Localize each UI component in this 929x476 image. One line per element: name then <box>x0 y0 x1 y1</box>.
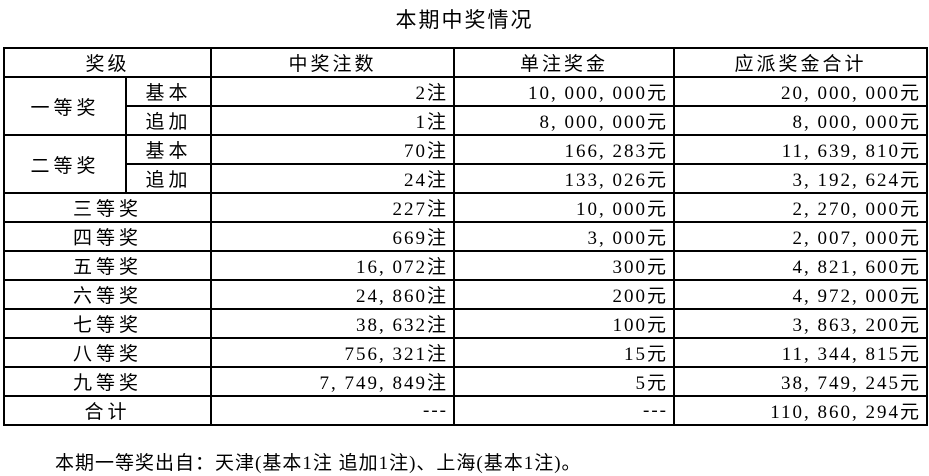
prize-level-cell: 八等奖 <box>2 337 213 368</box>
prize-level-cell: 四等奖 <box>2 221 213 252</box>
col-header-single-prize: 单注奖金 <box>453 47 676 78</box>
total-prize-cell: 38, 749, 245元 <box>673 366 929 397</box>
prize-level-cell: 九等奖 <box>2 366 213 397</box>
single-prize-cell: 8, 000, 000元 <box>453 105 676 136</box>
prize-level-cell: 七等奖 <box>2 308 213 339</box>
total-prize-cell: 2, 270, 000元 <box>673 192 929 223</box>
prize-level-cell: 一等奖 <box>3 76 127 136</box>
table-row-third-prize: 三等奖 227注 10, 000元 2, 270, 000元 <box>2 192 929 223</box>
single-prize-cell: 3, 000元 <box>453 221 676 252</box>
table-row-total: 合计 --- --- 110, 860, 294元 <box>2 395 929 426</box>
bets-count-cell: 1注 <box>210 105 456 136</box>
total-prize-cell: 11, 344, 815元 <box>673 337 929 368</box>
table-row-ninth-prize: 九等奖 7, 749, 849注 5元 38, 749, 245元 <box>2 366 929 397</box>
total-prize-cell: 2, 007, 000元 <box>673 221 929 252</box>
prize-subtype-cell: 基本 <box>124 134 213 165</box>
bets-count-cell: 24, 860注 <box>210 279 456 310</box>
single-prize-cell: 10, 000, 000元 <box>453 76 676 107</box>
table-row-second-prize-additional: 追加 24注 133, 026元 3, 192, 624元 <box>4 163 929 194</box>
bets-count-cell: --- <box>210 395 456 426</box>
total-prize-cell: 3, 863, 200元 <box>673 308 929 339</box>
total-prize-cell: 8, 000, 000元 <box>673 105 929 136</box>
prize-table: 奖级 中奖注数 单注奖金 应派奖金合计 一等奖 基本 2注 10, 000, 0… <box>2 47 929 426</box>
prize-subtype-cell: 追加 <box>124 163 213 194</box>
table-row-eighth-prize: 八等奖 756, 321注 15元 11, 344, 815元 <box>2 337 929 368</box>
single-prize-cell: 100元 <box>453 308 676 339</box>
bets-count-cell: 7, 749, 849注 <box>210 366 456 397</box>
single-prize-cell: 5元 <box>453 366 676 397</box>
prize-level-cell: 六等奖 <box>2 279 213 310</box>
col-header-total-prize: 应派奖金合计 <box>673 47 929 78</box>
bets-count-cell: 70注 <box>210 134 456 165</box>
prize-level-cell: 五等奖 <box>2 250 213 281</box>
bets-count-cell: 669注 <box>210 221 456 252</box>
total-prize-cell: 110, 860, 294元 <box>673 395 929 426</box>
table-row-fifth-prize: 五等奖 16, 072注 300元 4, 821, 600元 <box>2 250 929 281</box>
table-row-second-prize-basic: 二等奖 基本 70注 166, 283元 11, 639, 810元 <box>3 134 929 194</box>
table-header-row: 奖级 中奖注数 单注奖金 应派奖金合计 <box>2 47 929 78</box>
table-row-seventh-prize: 七等奖 38, 632注 100元 3, 863, 200元 <box>2 308 929 339</box>
total-prize-cell: 20, 000, 000元 <box>673 76 929 107</box>
table-row-fourth-prize: 四等奖 669注 3, 000元 2, 007, 000元 <box>2 221 929 252</box>
total-prize-cell: 4, 972, 000元 <box>673 279 929 310</box>
single-prize-cell: 166, 283元 <box>453 134 676 165</box>
table-row-sixth-prize: 六等奖 24, 860注 200元 4, 972, 000元 <box>2 279 929 310</box>
page-title: 本期中奖情况 <box>395 8 534 32</box>
table-row-first-prize-additional: 追加 1注 8, 000, 000元 8, 000, 000元 <box>4 105 929 136</box>
single-prize-cell: 10, 000元 <box>453 192 676 223</box>
prize-subtype-cell: 追加 <box>124 105 213 136</box>
single-prize-cell: 15元 <box>453 337 676 368</box>
bets-count-cell: 16, 072注 <box>210 250 456 281</box>
single-prize-cell: --- <box>453 395 676 426</box>
total-prize-cell: 11, 639, 810元 <box>673 134 929 165</box>
total-prize-cell: 4, 821, 600元 <box>673 250 929 281</box>
single-prize-cell: 200元 <box>453 279 676 310</box>
table-row-first-prize-basic: 一等奖 基本 2注 10, 000, 000元 20, 000, 000元 <box>3 76 929 136</box>
col-header-winning-bets: 中奖注数 <box>210 47 456 78</box>
single-prize-cell: 300元 <box>453 250 676 281</box>
prize-subtype-cell: 基本 <box>124 76 213 107</box>
bets-count-cell: 38, 632注 <box>210 308 456 339</box>
footer-note: 本期一等奖出自：天津(基本1注 追加1注)、上海(基本1注)。 <box>55 453 582 474</box>
bets-count-cell: 24注 <box>210 163 456 194</box>
prize-level-cell: 合计 <box>2 395 213 426</box>
prize-level-cell: 二等奖 <box>3 134 127 194</box>
bets-count-cell: 227注 <box>210 192 456 223</box>
col-header-prize-level: 奖级 <box>2 47 213 78</box>
bets-count-cell: 2注 <box>210 76 456 107</box>
prize-level-cell: 三等奖 <box>2 192 213 223</box>
single-prize-cell: 133, 026元 <box>453 163 676 194</box>
bets-count-cell: 756, 321注 <box>210 337 456 368</box>
total-prize-cell: 3, 192, 624元 <box>673 163 929 194</box>
